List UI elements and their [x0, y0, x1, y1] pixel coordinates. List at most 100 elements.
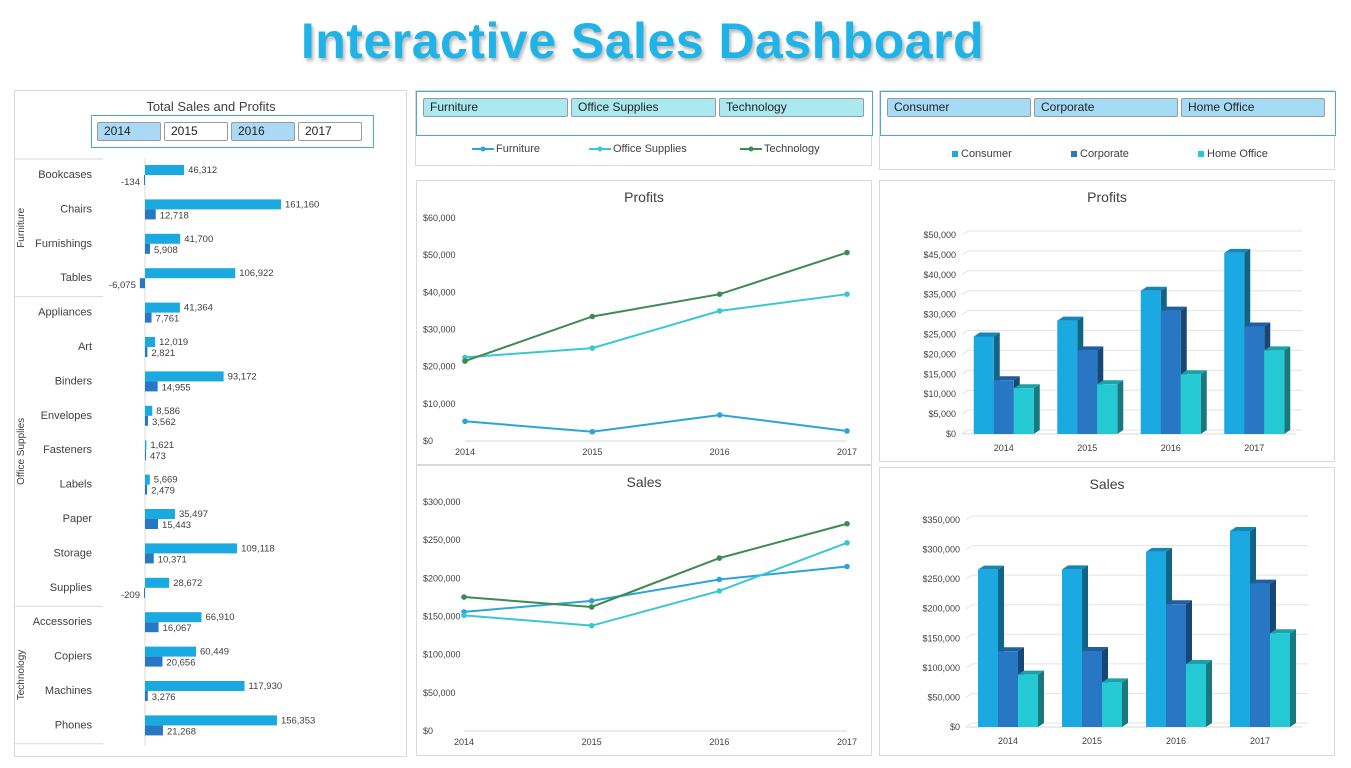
y-tick-label: $100,000 — [922, 663, 960, 673]
data-point-office-supplies — [588, 622, 595, 629]
profits-bar-chart: Profits $0 $5,000 $10,000 $15,000 $20,000 $25,… — [923, 189, 1302, 453]
data-point-furniture — [589, 428, 596, 435]
y-tick-label: $50,000 — [423, 250, 456, 260]
segment-button-consumer[interactable]: Consumer — [887, 98, 1031, 117]
year-button-2015[interactable]: 2015 — [164, 122, 228, 141]
category-panel: Furniture Office Supplies Technology Furni… — [415, 90, 873, 166]
category-label-appliances: Appliances — [38, 307, 92, 319]
year-button-2016[interactable]: 2016 — [231, 122, 295, 141]
year-button-2014[interactable]: 2014 — [97, 122, 161, 141]
bar-top-corporate — [1166, 600, 1192, 605]
profit-bar — [145, 347, 148, 357]
bar-top-home-office — [1186, 660, 1212, 665]
profit-data-label: 12,718 — [160, 210, 189, 221]
data-point-technology — [844, 249, 850, 256]
data-point-technology — [462, 358, 468, 364]
gridline — [965, 604, 1308, 610]
legend-swatch-icon — [1071, 151, 1077, 158]
y-tick-label: $50,000 — [423, 688, 456, 698]
chart-title: Profits — [624, 189, 664, 205]
y-tick-label: $25,000 — [923, 330, 956, 340]
legend-label: Office Supplies — [613, 143, 687, 155]
legend-home-office: Home Office — [1198, 148, 1268, 160]
x-tick-label: 2014 — [994, 443, 1014, 453]
y-tick-label: $35,000 — [923, 290, 956, 300]
profit-data-label: 14,955 — [162, 382, 191, 393]
profit-bar — [145, 381, 158, 392]
x-tick-label: 2016 — [709, 737, 729, 747]
bar-top-home-office — [1097, 380, 1124, 385]
year-slicer: 2014 2015 2016 2017 — [91, 115, 374, 148]
data-point-office-supplies — [716, 588, 723, 594]
x-tick-label: 2017 — [837, 447, 857, 457]
group-label-furniture: Furniture — [16, 207, 27, 247]
x-tick-label: 2015 — [582, 737, 602, 747]
sales-data-label: 12,019 — [159, 337, 188, 348]
category-button-furniture[interactable]: Furniture — [423, 98, 568, 117]
y-tick-label: $100,000 — [423, 650, 461, 660]
sales-data-label: 41,700 — [184, 234, 213, 245]
data-point-office-supplies — [716, 308, 723, 314]
profit-bar — [145, 243, 150, 254]
sales-bar — [145, 646, 197, 657]
series-line-technology — [463, 522, 848, 608]
y-tick-label: $250,000 — [423, 535, 461, 545]
segment-button-corporate[interactable]: Corporate — [1034, 98, 1178, 117]
bar-top-corporate — [1244, 322, 1271, 327]
profit-bar — [145, 450, 146, 461]
series-line-office-supplies — [464, 293, 848, 359]
x-tick-label: 2014 — [455, 447, 475, 457]
category-label-machines: Machines — [45, 685, 93, 697]
x-tick-label: 2015 — [1082, 736, 1102, 746]
data-point-technology — [588, 604, 595, 610]
bar-home-office — [1180, 374, 1201, 434]
profit-data-label: -6,075 — [109, 280, 136, 291]
segment-slicer: Consumer Corporate Home Office — [880, 91, 1336, 136]
bar-top-home-office — [1102, 678, 1128, 683]
bar-home-office — [1264, 350, 1285, 434]
bar-top-consumer — [1062, 565, 1088, 570]
y-tick-label: $300,000 — [423, 497, 461, 507]
segment-button-home-office[interactable]: Home Office — [1181, 98, 1325, 117]
bar-top-corporate — [1077, 346, 1104, 351]
year-button-2017[interactable]: 2017 — [298, 122, 362, 141]
profit-data-label: 20,656 — [166, 658, 195, 669]
y-tick-label: $150,000 — [423, 612, 461, 622]
total-sales-profits-panel: Total Sales and Profits Furniture Office … — [14, 90, 407, 757]
legend-office-supplies: Office Supplies — [589, 143, 687, 155]
data-point-technology — [716, 291, 723, 297]
profits-line-chart: Profits $0 $10,000 $20,000 $30,000 $40,000 $50… — [423, 189, 857, 457]
y-tick-label: $200,000 — [922, 604, 960, 614]
legend-label: Technology — [764, 143, 820, 155]
profits-bar-panel: Profits $0 $5,000 $10,000 $15,000 $20,000 $25,… — [879, 180, 1335, 462]
bar-top-consumer — [973, 332, 1000, 337]
sales-line-panel: Sales $0 $50,000 $100,000 $150,000 $200,000 $2… — [416, 465, 872, 756]
bar-top-consumer — [1140, 286, 1167, 291]
bar-home-office — [1097, 384, 1118, 434]
bar-corporate — [1250, 583, 1270, 727]
bar-top-consumer — [1057, 316, 1084, 321]
category-label-bookcases: Bookcases — [38, 169, 92, 181]
y-tick-label: $20,000 — [423, 362, 456, 372]
category-label-art: Art — [78, 341, 92, 353]
data-point-technology — [589, 313, 596, 320]
gridline — [961, 349, 1302, 355]
bar-top-corporate — [1250, 579, 1276, 584]
sales-data-label: 109,118 — [241, 543, 275, 554]
profit-bar — [145, 415, 149, 426]
profit-data-label: -134 — [121, 177, 140, 188]
profit-data-label: 5,908 — [154, 245, 178, 256]
category-button-technology[interactable]: Technology — [719, 98, 864, 117]
y-tick-label: $40,000 — [423, 287, 456, 297]
y-tick-label: $0 — [946, 429, 956, 439]
sales-bar — [145, 440, 147, 451]
sales-bar — [145, 474, 150, 485]
bar-consumer — [1062, 569, 1082, 727]
sales-data-label: 41,364 — [184, 303, 213, 314]
bar-top-corporate — [998, 647, 1024, 652]
gridline — [965, 545, 1308, 550]
x-tick-label: 2016 — [1161, 443, 1181, 453]
category-button-office-supplies[interactable]: Office Supplies — [571, 98, 716, 117]
data-point-furniture — [462, 418, 468, 425]
profit-data-label: 15,443 — [162, 520, 191, 531]
